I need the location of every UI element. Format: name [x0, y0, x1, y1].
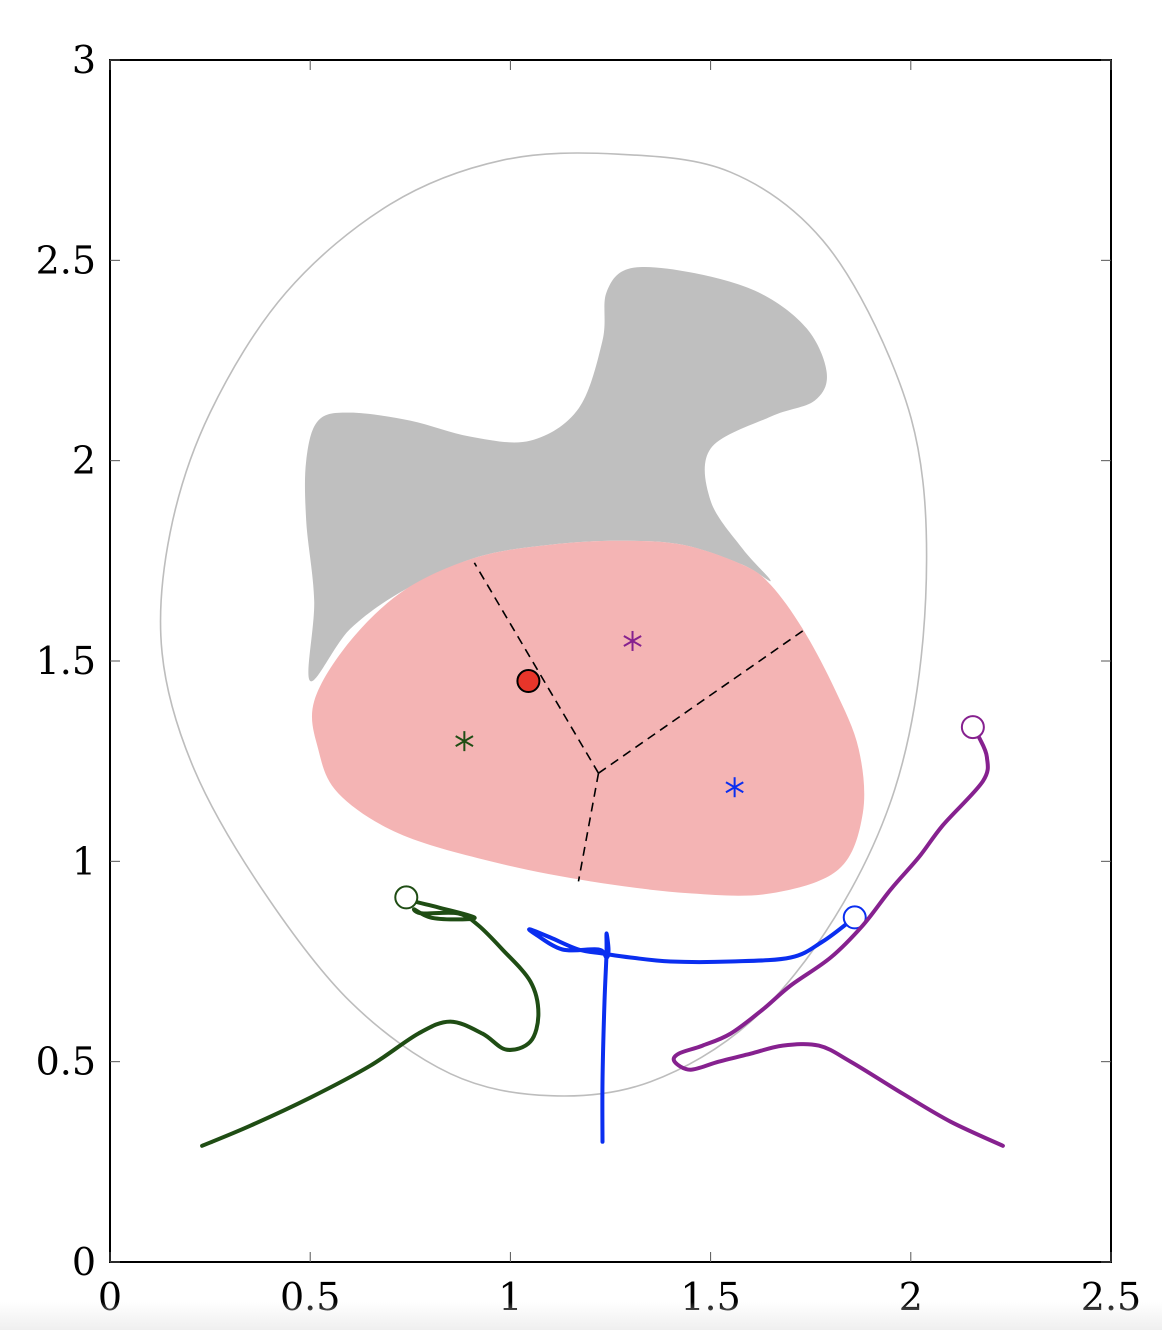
star-marker-2 [623, 630, 642, 651]
star-marker-stroke [725, 781, 744, 794]
star-marker-stroke [455, 735, 474, 747]
plot-area [159, 152, 1005, 1148]
x-tick-label: 2 [899, 1275, 923, 1319]
star-marker-1 [455, 731, 474, 752]
x-tick-label: 0 [98, 1275, 122, 1319]
trajectory-2-start-marker [842, 905, 867, 930]
y-tick-label: 2 [72, 439, 96, 483]
x-tick-label: 0.5 [280, 1275, 340, 1319]
trajectory-3-start-marker [960, 715, 985, 740]
axis-ticks: 0 0.5 1 1.5 2 2.5 0 0.5 1 1.5 2 2.5 3 [36, 38, 1142, 1319]
x-tick-label: 2.5 [1081, 1275, 1141, 1319]
trajectory-1 [200, 895, 541, 1148]
star-marker-stroke [623, 635, 642, 647]
boundary-ellipse [159, 152, 928, 1097]
trajectory-3 [671, 725, 1005, 1148]
star-marker-3 [725, 777, 744, 798]
target-marker [516, 669, 541, 694]
y-tick-label: 1 [72, 839, 96, 883]
y-tick-label: 2.5 [36, 238, 96, 282]
voronoi-edge-3 [577, 773, 600, 882]
x-tick-label: 1.5 [680, 1275, 740, 1319]
y-tick-label: 0 [72, 1240, 96, 1284]
trajectory-2 [527, 915, 857, 1144]
voronoi-edge-1 [473, 562, 600, 774]
sensing-region [311, 540, 865, 896]
obstacle-region [304, 266, 827, 682]
y-tick-label: 0.5 [36, 1040, 96, 1084]
voronoi-edge-2 [598, 630, 804, 774]
y-tick-label: 3 [72, 38, 96, 82]
trajectory-1-start-marker [394, 885, 419, 910]
x-tick-label: 1 [498, 1275, 522, 1319]
y-tick-label: 1.5 [36, 639, 96, 683]
